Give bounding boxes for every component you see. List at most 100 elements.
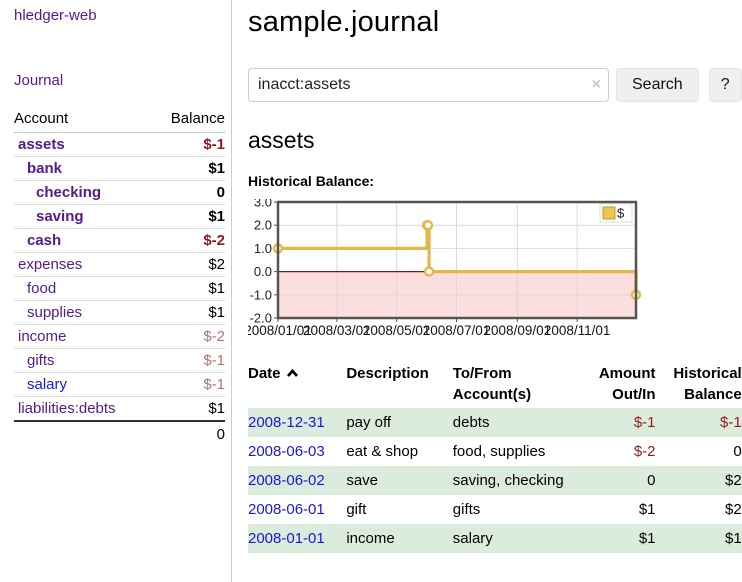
transaction-accounts: salary <box>452 530 493 547</box>
register-table: Date Description To/From Account(s) Amou… <box>248 360 742 553</box>
chevron-up-icon <box>286 363 299 384</box>
account-balance: $-1 <box>151 372 225 397</box>
transaction-amount: 0 <box>647 472 656 489</box>
sidebar-nav: Journal <box>14 72 225 89</box>
svg-text:2008/09/01: 2008/09/01 <box>484 323 552 337</box>
account-link[interactable]: bank <box>27 160 63 177</box>
account-balance: 0 <box>151 180 225 205</box>
transaction-amount: $-1 <box>633 414 656 431</box>
main-content: sample.journal × Search ? assets Histori… <box>232 0 742 582</box>
transaction-description: save <box>346 472 379 489</box>
svg-text:-2.0: -2.0 <box>250 311 272 326</box>
brand-link[interactable]: hledger-web <box>14 7 97 24</box>
search-input[interactable] <box>248 68 609 102</box>
register-header-accounts: To/From Account(s) <box>452 365 532 403</box>
account-balance: $-1 <box>151 348 225 373</box>
transaction-balance: $2 <box>725 472 742 489</box>
register-header-description: Description <box>346 365 429 382</box>
account-link[interactable]: gifts <box>27 352 55 369</box>
account-link[interactable]: expenses <box>18 256 83 273</box>
transaction-date-link[interactable]: 2008-12-31 <box>248 414 325 431</box>
transaction-amount: $1 <box>638 530 656 547</box>
register-header-amount: Amount Out/In <box>598 365 656 403</box>
account-link[interactable]: supplies <box>27 304 83 321</box>
search-box: × <box>248 68 609 102</box>
register-header-balance: Historical Balance <box>673 365 742 403</box>
register-header-row: Date Description To/From Account(s) Amou… <box>248 360 742 408</box>
svg-text:3.0: 3.0 <box>254 199 272 210</box>
account-link[interactable]: cash <box>27 232 62 249</box>
account-row: income $-2 <box>14 324 225 349</box>
historical-balance-chart: 3.0 2.0 1.0 0.0 -1.0 -2.0 2008/01/01 2008/03/01… <box>244 195 742 341</box>
account-row: cash $-2 <box>14 228 225 253</box>
svg-text:2.0: 2.0 <box>254 218 272 233</box>
transaction-balance: $1 <box>725 530 742 547</box>
svg-text:2008/03/01: 2008/03/01 <box>303 323 371 337</box>
account-row: liabilities:debts $1 <box>14 396 225 422</box>
account-balance: $1 <box>151 156 225 181</box>
sidebar-item-journal[interactable]: Journal <box>14 72 64 89</box>
app-brand: hledger-web <box>14 7 225 24</box>
account-link[interactable]: salary <box>27 376 68 393</box>
search-bar: × Search ? <box>248 68 742 102</box>
transaction-balance: 0 <box>733 443 742 460</box>
transaction-description: pay off <box>346 414 392 431</box>
account-total-row: 0 <box>14 420 225 447</box>
clear-search-icon[interactable]: × <box>591 76 601 93</box>
account-balance: $-1 <box>151 132 225 157</box>
account-column-header: Account <box>14 108 152 133</box>
account-heading: assets <box>248 127 315 153</box>
transaction-description: gift <box>346 501 367 518</box>
account-balance: $1 <box>151 204 225 229</box>
svg-text:1.0: 1.0 <box>254 241 272 256</box>
transaction-description: income <box>346 530 395 547</box>
account-row: bank $1 <box>14 156 225 181</box>
account-total-value: 0 <box>151 420 225 447</box>
page-title: sample.journal <box>248 6 440 38</box>
chart-legend: $ <box>599 203 633 223</box>
transaction-accounts: food, supplies <box>452 443 546 460</box>
register-row: 2008-06-03 eat & shop food, supplies $-2 0 <box>248 437 742 466</box>
sidebar: hledger-web Journal Account Balance asse… <box>0 0 232 582</box>
account-link[interactable]: income <box>18 328 67 345</box>
transaction-balance: $-1 <box>720 414 742 431</box>
help-button[interactable]: ? <box>708 68 742 102</box>
svg-text:2008/07/01: 2008/07/01 <box>423 323 491 337</box>
account-row: expenses $2 <box>14 252 225 277</box>
transaction-date-link[interactable]: 2008-01-01 <box>248 530 325 547</box>
account-row: food $1 <box>14 276 225 301</box>
chart-canvas: 3.0 2.0 1.0 0.0 -1.0 -2.02008/01/012008/03/01… <box>244 195 642 338</box>
account-link[interactable]: liabilities:debts <box>18 400 116 417</box>
register-row: 2008-01-01 income salary $1 $1 <box>248 524 742 553</box>
svg-text:$: $ <box>617 206 625 221</box>
account-balance: $-2 <box>151 228 225 253</box>
transaction-date-link[interactable]: 2008-06-02 <box>248 472 325 489</box>
register-header-date[interactable]: Date <box>248 360 346 408</box>
chart-title: Historical Balance: <box>248 173 375 189</box>
account-row: gifts $-1 <box>14 348 225 373</box>
svg-text:2008/11/01: 2008/11/01 <box>544 323 611 337</box>
account-row: supplies $1 <box>14 300 225 325</box>
transaction-accounts: saving, checking <box>452 472 564 489</box>
transaction-balance: $2 <box>725 501 742 518</box>
account-balance: $-2 <box>151 324 225 349</box>
account-link[interactable]: assets <box>18 136 65 153</box>
transaction-accounts: gifts <box>452 501 481 518</box>
account-link[interactable]: food <box>27 280 57 297</box>
transaction-amount: $-2 <box>633 443 656 460</box>
register-row: 2008-06-02 save saving, checking 0 $2 <box>248 466 742 495</box>
transaction-description: eat & shop <box>346 443 419 460</box>
account-link[interactable]: saving <box>36 208 84 225</box>
svg-text:-1.0: -1.0 <box>250 287 272 302</box>
account-link[interactable]: checking <box>36 184 102 201</box>
transaction-date-link[interactable]: 2008-06-01 <box>248 501 325 518</box>
balance-column-header: Balance <box>151 108 225 133</box>
transaction-amount: $1 <box>638 501 656 518</box>
account-row: assets $-1 <box>14 132 225 157</box>
account-balance: $1 <box>151 300 225 325</box>
search-button[interactable]: Search <box>616 68 699 102</box>
account-row: checking 0 <box>14 180 225 205</box>
transaction-date-link[interactable]: 2008-06-03 <box>248 443 325 460</box>
account-tree-header: Account Balance <box>14 108 225 133</box>
svg-text:0.0: 0.0 <box>254 264 272 279</box>
